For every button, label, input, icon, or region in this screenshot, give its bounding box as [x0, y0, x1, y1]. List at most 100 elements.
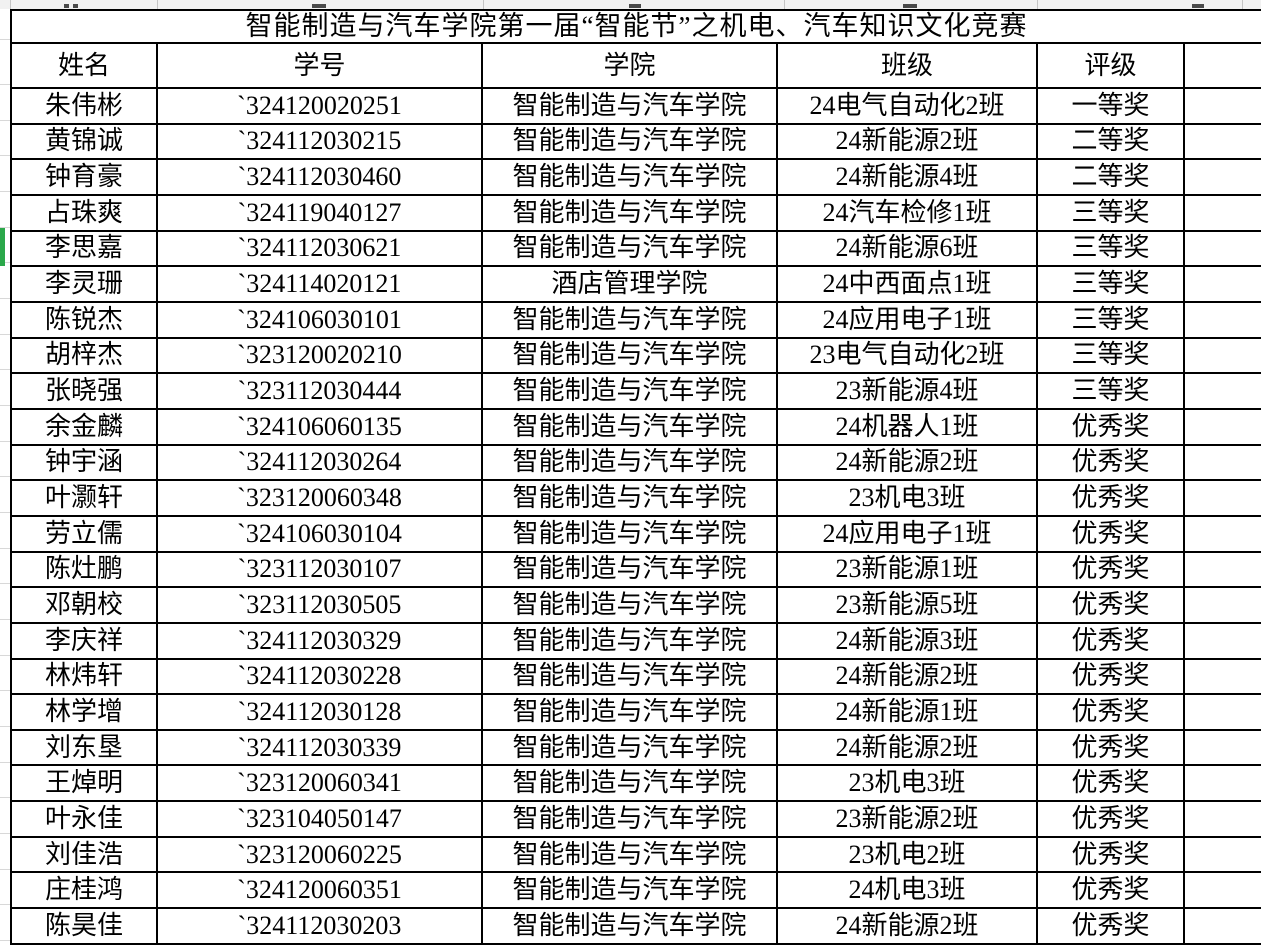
cell-class[interactable]: 23新能源4班 [778, 374, 1038, 410]
empty-cell[interactable] [1185, 660, 1261, 696]
cell-id[interactable]: `324112030460 [158, 160, 483, 196]
cell-id[interactable]: `324114020121 [158, 267, 483, 303]
cell-college[interactable]: 智能制造与汽车学院 [483, 516, 778, 553]
cell-award[interactable]: 三等奖 [1038, 267, 1185, 303]
cell-id[interactable]: `323120060341 [158, 766, 483, 803]
cell-name[interactable]: 钟育豪 [12, 160, 158, 196]
cell-name[interactable]: 占珠爽 [12, 195, 158, 232]
cell-class[interactable]: 24新能源2班 [778, 730, 1038, 767]
empty-cell[interactable] [1185, 873, 1261, 910]
cell-class[interactable]: 24新能源2班 [778, 909, 1038, 945]
cell-college[interactable]: 智能制造与汽车学院 [483, 659, 778, 696]
cell-college[interactable]: 智能制造与汽车学院 [483, 160, 778, 196]
cell-class[interactable]: 23机电2班 [778, 837, 1038, 874]
empty-cell[interactable] [1185, 160, 1261, 196]
empty-cell[interactable] [1185, 802, 1261, 838]
cell-name[interactable]: 庄桂鸿 [12, 873, 158, 910]
cell-college[interactable]: 智能制造与汽车学院 [483, 338, 778, 375]
cell-name[interactable]: 叶灏轩 [12, 481, 158, 517]
cell-college[interactable]: 智能制造与汽车学院 [483, 873, 778, 910]
cell-name[interactable]: 李灵珊 [12, 267, 158, 303]
cell-award[interactable]: 优秀奖 [1038, 588, 1185, 624]
empty-cell[interactable] [1185, 446, 1261, 482]
cell-award[interactable]: 优秀奖 [1038, 695, 1185, 731]
cell-class[interactable]: 24新能源4班 [778, 160, 1038, 196]
cell-name[interactable]: 朱伟彬 [12, 89, 158, 125]
cell-college[interactable]: 智能制造与汽车学院 [483, 909, 778, 945]
cell-college[interactable]: 智能制造与汽车学院 [483, 802, 778, 838]
cell-college[interactable]: 智能制造与汽车学院 [483, 302, 778, 339]
empty-cell[interactable] [1185, 517, 1261, 553]
column-header-id[interactable]: 学号 [158, 44, 483, 89]
column-header-college[interactable]: 学院 [483, 44, 778, 89]
cell-class[interactable]: 24新能源1班 [778, 695, 1038, 731]
empty-cell[interactable] [1185, 838, 1261, 874]
cell-award[interactable]: 优秀奖 [1038, 909, 1185, 945]
empty-cell[interactable] [1185, 44, 1261, 89]
cell-id[interactable]: `324119040127 [158, 195, 483, 232]
cell-college[interactable]: 智能制造与汽车学院 [483, 837, 778, 874]
cell-name[interactable]: 李思嘉 [12, 231, 158, 268]
cell-award[interactable]: 三等奖 [1038, 338, 1185, 375]
cell-class[interactable]: 24机电3班 [778, 873, 1038, 910]
cell-id[interactable]: `324106030104 [158, 516, 483, 553]
column-header-name[interactable]: 姓名 [12, 44, 158, 89]
cell-class[interactable]: 24应用电子1班 [778, 516, 1038, 553]
cell-name[interactable]: 胡梓杰 [12, 338, 158, 375]
cell-id[interactable]: `324112030339 [158, 730, 483, 767]
empty-cell[interactable] [1185, 909, 1261, 945]
cell-class[interactable]: 24新能源6班 [778, 231, 1038, 268]
cell-id[interactable]: `324106030101 [158, 302, 483, 339]
cell-name[interactable]: 劳立儒 [12, 516, 158, 553]
cell-class[interactable]: 24应用电子1班 [778, 302, 1038, 339]
empty-cell[interactable] [1185, 125, 1261, 161]
cell-award[interactable]: 优秀奖 [1038, 445, 1185, 482]
cell-id[interactable]: `324120060351 [158, 873, 483, 910]
cell-award[interactable]: 优秀奖 [1038, 552, 1185, 589]
column-header-class[interactable]: 班级 [778, 44, 1038, 89]
empty-cell[interactable] [1185, 232, 1261, 268]
cell-id[interactable]: `323120060225 [158, 837, 483, 874]
cell-award[interactable]: 三等奖 [1038, 195, 1185, 232]
cell-name[interactable]: 刘东垦 [12, 730, 158, 767]
cell-award[interactable]: 优秀奖 [1038, 730, 1185, 767]
cell-award[interactable]: 优秀奖 [1038, 837, 1185, 874]
cell-award[interactable]: 二等奖 [1038, 124, 1185, 161]
cell-id[interactable]: `324120020251 [158, 89, 483, 125]
cell-award[interactable]: 三等奖 [1038, 374, 1185, 410]
column-header-award[interactable]: 评级 [1038, 44, 1185, 89]
cell-award[interactable]: 优秀奖 [1038, 409, 1185, 446]
cell-award[interactable]: 三等奖 [1038, 302, 1185, 339]
cell-name[interactable]: 张晓强 [12, 374, 158, 410]
cell-college[interactable]: 智能制造与汽车学院 [483, 124, 778, 161]
cell-college[interactable]: 智能制造与汽车学院 [483, 552, 778, 589]
cell-name[interactable]: 邓朝校 [12, 588, 158, 624]
cell-class[interactable]: 23新能源1班 [778, 552, 1038, 589]
cell-id[interactable]: `324106060135 [158, 409, 483, 446]
cell-id[interactable]: `323104050147 [158, 802, 483, 838]
cell-award[interactable]: 一等奖 [1038, 89, 1185, 125]
cell-college[interactable]: 智能制造与汽车学院 [483, 588, 778, 624]
cell-id[interactable]: `323112030444 [158, 374, 483, 410]
cell-id[interactable]: `324112030329 [158, 623, 483, 660]
cell-id[interactable]: `324112030621 [158, 231, 483, 268]
cell-name[interactable]: 余金麟 [12, 409, 158, 446]
cell-class[interactable]: 24新能源2班 [778, 124, 1038, 161]
cell-name[interactable]: 陈昊佳 [12, 909, 158, 945]
table-title[interactable]: 智能制造与汽车学院第一届“智能节”之机电、汽车知识文化竞赛 [12, 11, 1261, 44]
cell-name[interactable]: 陈锐杰 [12, 302, 158, 339]
empty-cell[interactable] [1185, 89, 1261, 125]
empty-cell[interactable] [1185, 766, 1261, 803]
cell-class[interactable]: 23机电3班 [778, 766, 1038, 803]
empty-cell[interactable] [1185, 588, 1261, 624]
cell-college[interactable]: 智能制造与汽车学院 [483, 195, 778, 232]
cell-class[interactable]: 23电气自动化2班 [778, 338, 1038, 375]
cell-id[interactable]: `323120060348 [158, 481, 483, 517]
cell-class[interactable]: 23机电3班 [778, 481, 1038, 517]
cell-class[interactable]: 24新能源2班 [778, 445, 1038, 482]
cell-id[interactable]: `323112030107 [158, 552, 483, 589]
cell-name[interactable]: 黄锦诚 [12, 124, 158, 161]
cell-award[interactable]: 优秀奖 [1038, 481, 1185, 517]
cell-id[interactable]: `324112030228 [158, 659, 483, 696]
cell-college[interactable]: 智能制造与汽车学院 [483, 730, 778, 767]
